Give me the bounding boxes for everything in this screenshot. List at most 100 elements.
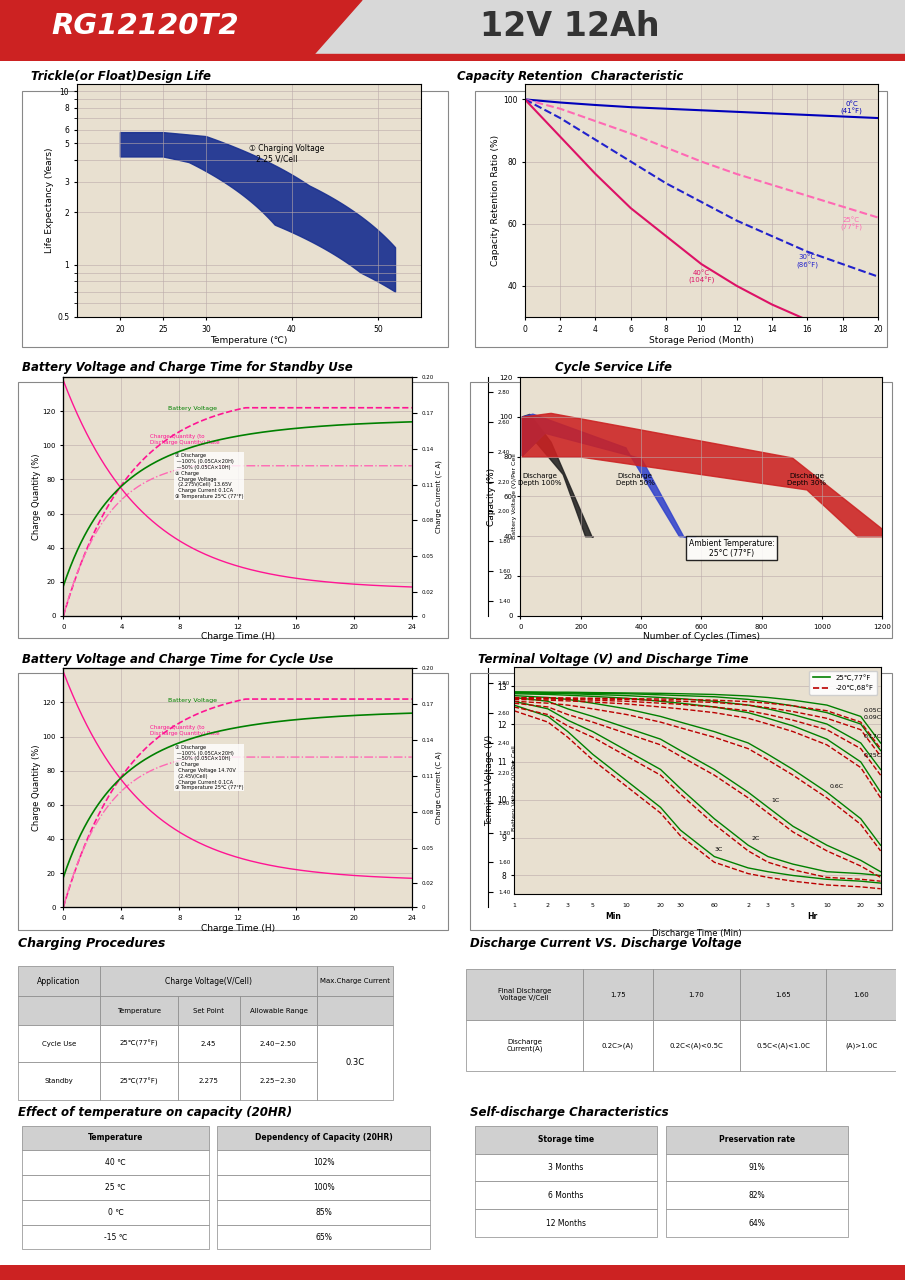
Text: 10: 10 bbox=[823, 902, 831, 908]
Text: 10: 10 bbox=[623, 902, 631, 908]
Y-axis label: Capacity Retention Ratio (%): Capacity Retention Ratio (%) bbox=[491, 134, 500, 266]
Y-axis label: Battery Voltage (V)/Per Cell: Battery Voltage (V)/Per Cell bbox=[512, 745, 517, 831]
Text: 85%: 85% bbox=[316, 1208, 332, 1217]
Text: 100%: 100% bbox=[313, 1183, 335, 1192]
X-axis label: Charge Time (H): Charge Time (H) bbox=[201, 632, 274, 641]
Text: 2: 2 bbox=[746, 902, 750, 908]
Text: 0°C
(41°F): 0°C (41°F) bbox=[841, 101, 862, 115]
Text: Discharge
Depth 50%: Discharge Depth 50% bbox=[615, 472, 654, 485]
Text: Ambient Temperature:
25°C (77°F): Ambient Temperature: 25°C (77°F) bbox=[689, 539, 775, 558]
Bar bbox=[18, 966, 100, 996]
Bar bbox=[240, 996, 318, 1025]
Text: 2.40~2.50: 2.40~2.50 bbox=[260, 1041, 297, 1047]
Bar bbox=[217, 1175, 431, 1199]
Bar bbox=[23, 1151, 208, 1175]
Text: ① Discharge
 —100% (0.05CA×20H)
 —50% (0.05CA×10H)
② Charge
  Charge Voltage
  (: ① Discharge —100% (0.05CA×20H) —50% (0.0… bbox=[175, 453, 243, 499]
Bar bbox=[583, 1020, 653, 1071]
Bar bbox=[471, 381, 891, 639]
Text: 40°C
(104°F): 40°C (104°F) bbox=[688, 270, 715, 284]
Bar bbox=[666, 1181, 848, 1210]
Text: 0.25C: 0.25C bbox=[863, 754, 881, 758]
X-axis label: Temperature (℃): Temperature (℃) bbox=[210, 337, 288, 346]
Text: 2.275: 2.275 bbox=[199, 1078, 218, 1084]
Bar bbox=[240, 1025, 318, 1062]
Text: Final Discharge
Voltage V/Cell: Final Discharge Voltage V/Cell bbox=[498, 988, 551, 1001]
Bar bbox=[23, 1199, 208, 1225]
Text: Cycle Service Life: Cycle Service Life bbox=[555, 361, 672, 375]
Text: Battery Voltage: Battery Voltage bbox=[168, 698, 217, 703]
Text: Charge Quantity (to
Discharge Quantity) Rate: Charge Quantity (to Discharge Quantity) … bbox=[150, 434, 220, 445]
Text: Self-discharge Characteristics: Self-discharge Characteristics bbox=[471, 1106, 669, 1119]
Text: 12 Months: 12 Months bbox=[546, 1219, 586, 1228]
Bar bbox=[739, 969, 826, 1020]
Bar bbox=[23, 91, 448, 347]
Text: Dependency of Capacity (20HR): Dependency of Capacity (20HR) bbox=[255, 1133, 393, 1143]
Bar bbox=[18, 673, 448, 929]
Bar bbox=[739, 1020, 826, 1071]
Bar bbox=[100, 1062, 177, 1100]
Text: 30: 30 bbox=[877, 902, 884, 908]
Bar bbox=[23, 1125, 208, 1151]
Bar bbox=[318, 966, 393, 996]
Text: Charge Voltage(V/Cell): Charge Voltage(V/Cell) bbox=[165, 977, 252, 986]
Text: Charging Procedures: Charging Procedures bbox=[18, 937, 166, 950]
Text: 1C: 1C bbox=[771, 797, 779, 803]
Bar bbox=[100, 996, 177, 1025]
Bar bbox=[177, 1025, 240, 1062]
Bar bbox=[217, 1225, 431, 1249]
Y-axis label: Charge Quantity (%): Charge Quantity (%) bbox=[32, 453, 41, 540]
Bar bbox=[217, 1199, 431, 1225]
Text: 65%: 65% bbox=[316, 1233, 332, 1242]
Bar bbox=[177, 996, 240, 1025]
Text: Battery Voltage: Battery Voltage bbox=[168, 407, 217, 411]
Bar bbox=[474, 1210, 657, 1238]
Y-axis label: Life Expectancy (Years): Life Expectancy (Years) bbox=[45, 147, 54, 253]
Text: -15 ℃: -15 ℃ bbox=[104, 1233, 128, 1242]
Text: Capacity Retention  Characteristic: Capacity Retention Characteristic bbox=[457, 70, 683, 83]
Text: 1.75: 1.75 bbox=[610, 992, 625, 997]
Bar bbox=[653, 969, 739, 1020]
Bar bbox=[474, 1125, 657, 1153]
Text: 82%: 82% bbox=[748, 1190, 766, 1199]
Text: 20: 20 bbox=[657, 902, 664, 908]
Text: 1.65: 1.65 bbox=[776, 992, 791, 997]
Text: 5: 5 bbox=[791, 902, 795, 908]
Text: Temperature: Temperature bbox=[117, 1007, 161, 1014]
Bar bbox=[474, 1153, 657, 1181]
Text: 0.5C<(A)<1.0C: 0.5C<(A)<1.0C bbox=[756, 1042, 810, 1048]
Text: 40 ℃: 40 ℃ bbox=[105, 1158, 126, 1167]
Bar bbox=[23, 1175, 208, 1199]
Text: (A)>1.0C: (A)>1.0C bbox=[845, 1042, 877, 1048]
Text: Battery Voltage and Charge Time for Standby Use: Battery Voltage and Charge Time for Stan… bbox=[23, 361, 353, 375]
Text: 2: 2 bbox=[546, 902, 550, 908]
Legend: 25℃,77°F, -20℃,68°F: 25℃,77°F, -20℃,68°F bbox=[809, 671, 877, 695]
Text: 20: 20 bbox=[857, 902, 864, 908]
Text: 0.3C: 0.3C bbox=[346, 1057, 365, 1068]
Text: ① Charging Voltage
   2.25 V/Cell: ① Charging Voltage 2.25 V/Cell bbox=[249, 145, 324, 164]
Bar bbox=[474, 91, 887, 347]
Y-axis label: Terminal Voltage (V): Terminal Voltage (V) bbox=[485, 735, 494, 827]
Y-axis label: Battery Voltage (V)/Per Cell: Battery Voltage (V)/Per Cell bbox=[512, 453, 517, 539]
Bar bbox=[240, 1062, 318, 1100]
Text: Min: Min bbox=[605, 913, 621, 922]
Bar bbox=[471, 673, 891, 929]
Text: 2.25~2.30: 2.25~2.30 bbox=[260, 1078, 297, 1084]
Text: 30: 30 bbox=[676, 902, 684, 908]
Bar bbox=[466, 1020, 583, 1071]
Bar bbox=[217, 1125, 431, 1151]
Text: Cycle Use: Cycle Use bbox=[42, 1041, 76, 1047]
Text: Discharge
Depth 100%: Discharge Depth 100% bbox=[519, 472, 562, 485]
Y-axis label: Capacity (%): Capacity (%) bbox=[488, 467, 497, 526]
Y-axis label: Charge Current (C A): Charge Current (C A) bbox=[435, 751, 442, 824]
Bar bbox=[826, 969, 896, 1020]
Text: Application: Application bbox=[37, 977, 81, 986]
Text: 102%: 102% bbox=[313, 1158, 335, 1167]
Text: 91%: 91% bbox=[748, 1164, 766, 1172]
Text: Battery Voltage and Charge Time for Cycle Use: Battery Voltage and Charge Time for Cycl… bbox=[23, 653, 334, 666]
Bar bbox=[18, 381, 448, 639]
Text: Effect of temperature on capacity (20HR): Effect of temperature on capacity (20HR) bbox=[18, 1106, 292, 1119]
Text: 25 ℃: 25 ℃ bbox=[105, 1183, 126, 1192]
Text: 60: 60 bbox=[710, 902, 719, 908]
Y-axis label: Charge Quantity (%): Charge Quantity (%) bbox=[32, 745, 41, 831]
Text: 0.17C: 0.17C bbox=[863, 735, 881, 740]
